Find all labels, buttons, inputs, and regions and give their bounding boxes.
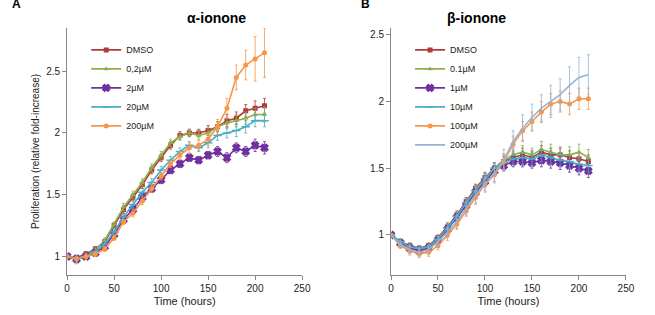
svg-text:1µM: 1µM (450, 83, 468, 93)
svg-text:α-ionone: α-ionone (187, 10, 246, 26)
svg-text:DMSO: DMSO (126, 45, 153, 55)
svg-text:200: 200 (247, 283, 264, 294)
svg-text:Proliferation (relative fold-i: Proliferation (relative fold-increase) (30, 74, 41, 229)
svg-text:50: 50 (432, 283, 444, 294)
svg-text:1.5: 1.5 (46, 189, 60, 200)
svg-text:A: A (12, 0, 21, 11)
svg-text:50: 50 (109, 283, 121, 294)
svg-text:0,2µM: 0,2µM (126, 64, 151, 74)
svg-text:100: 100 (153, 283, 170, 294)
svg-text:10µM: 10µM (450, 102, 473, 112)
svg-text:100µM: 100µM (450, 121, 478, 131)
svg-text:β-ionone: β-ionone (447, 10, 506, 26)
svg-text:0: 0 (388, 283, 394, 294)
svg-text:DMSO: DMSO (450, 45, 477, 55)
svg-text:0: 0 (64, 283, 70, 294)
svg-text:1.5: 1.5 (370, 163, 384, 174)
svg-text:100: 100 (477, 283, 494, 294)
svg-text:Time (hours): Time (hours) (154, 295, 216, 307)
svg-text:250: 250 (618, 283, 635, 294)
svg-text:0.1µM: 0.1µM (450, 64, 475, 74)
svg-text:1: 1 (55, 251, 61, 262)
svg-text:1: 1 (378, 229, 384, 240)
svg-text:2.5: 2.5 (46, 66, 60, 77)
svg-text:200: 200 (571, 283, 588, 294)
svg-text:2: 2 (378, 96, 384, 107)
svg-text:2: 2 (55, 127, 61, 138)
svg-text:150: 150 (200, 283, 217, 294)
svg-text:Time (hours): Time (hours) (478, 295, 540, 307)
svg-text:2µM: 2µM (126, 83, 144, 93)
svg-text:250: 250 (294, 283, 311, 294)
svg-text:2.5: 2.5 (370, 29, 384, 40)
svg-text:200µM: 200µM (126, 121, 154, 131)
svg-text:20µM: 20µM (126, 102, 149, 112)
svg-text:150: 150 (524, 283, 541, 294)
svg-text:200µM: 200µM (450, 140, 478, 150)
svg-text:B: B (361, 0, 370, 11)
